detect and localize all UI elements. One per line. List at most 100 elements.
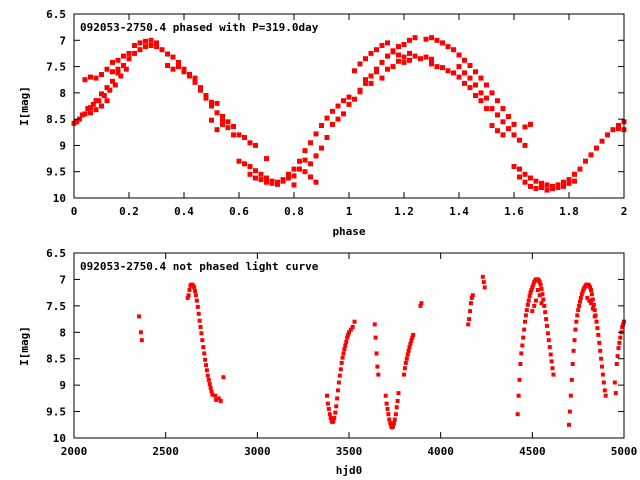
phased-light-curve-panel: 0 0.2 0.4 0.6 0.8 1 1.2 1.4 1.6 1.8 2 6.5 7 7.5 8 8.5 9 9… (18, 8, 627, 238)
phased-data-point (407, 50, 412, 56)
phased-data-point (522, 142, 528, 148)
phased-data-point (176, 59, 181, 65)
unphased-data-point (567, 409, 572, 414)
phased-data-point (500, 106, 506, 112)
phased-data-point (313, 179, 319, 185)
phased-x-tick-label: 0.6 (229, 205, 249, 218)
phased-data-point (104, 66, 110, 72)
unphased-data-point (545, 331, 550, 336)
unphased-data-point (588, 285, 593, 290)
phased-data-point (79, 112, 85, 118)
unphased-data-point (204, 363, 208, 368)
phased-data-point (566, 180, 572, 186)
unphased-y-tick-label: 9 (59, 379, 66, 392)
unphased-data-point (520, 343, 525, 348)
phased-data-point (566, 177, 572, 183)
phased-data-point (99, 91, 104, 97)
phased-data-point (346, 101, 352, 107)
unphased-data-point (468, 309, 472, 314)
unphased-data-point (407, 345, 412, 350)
unphased-data-point (331, 419, 336, 424)
phased-data-point (253, 175, 258, 181)
unphased-data-point (544, 317, 549, 322)
unphased-data-point (537, 280, 542, 285)
unphased-data-point (519, 351, 524, 356)
phased-data-point (429, 56, 434, 62)
phased-data-point (88, 74, 93, 80)
phased-data-point (104, 85, 110, 91)
phased-data-point (198, 87, 203, 93)
unphased-data-point (409, 338, 414, 343)
unphased-data-point (383, 393, 388, 398)
phased-data-point (577, 166, 583, 172)
phased-data-point (247, 164, 253, 169)
unphased-data-point (589, 288, 593, 292)
phased-y-tick-label: 10 (53, 192, 66, 205)
phased-data-point (489, 90, 495, 96)
phased-data-point (473, 93, 478, 98)
unphased-data-point (192, 285, 197, 290)
phased-data-point (423, 36, 429, 42)
unphased-data-point (348, 327, 353, 332)
unphased-data-point (352, 319, 357, 324)
phased-data-point (588, 152, 594, 158)
phased-data-point (594, 145, 599, 151)
unphased-data-point (579, 292, 584, 297)
phased-data-point (506, 114, 511, 119)
phased-data-point (181, 66, 187, 72)
phased-data-point (363, 56, 368, 62)
unphased-data-point (384, 401, 389, 406)
unphased-data-point (601, 380, 606, 385)
phased-data-point (104, 98, 110, 104)
unphased-data-point (526, 298, 531, 303)
unphased-data-point (592, 314, 597, 319)
unphased-data-point (616, 346, 621, 351)
unphased-data-point (339, 360, 344, 365)
unphased-data-point (580, 289, 585, 294)
unphased-data-point (521, 335, 526, 340)
unphased-data-point (210, 392, 215, 397)
unphased-data-point (589, 301, 593, 306)
phased-data-point (456, 74, 462, 80)
unphased-chart-title: 092053-2750.4 not phased light curve (80, 260, 319, 273)
phased-data-point (467, 85, 473, 91)
phased-data-point (165, 63, 170, 68)
unphased-data-point (468, 301, 473, 306)
unphased-data-point (343, 343, 348, 348)
unphased-data-point (590, 306, 595, 311)
unphased-data-point (569, 377, 574, 382)
phased-data-point (352, 96, 357, 102)
phased-data-point (264, 175, 269, 181)
phased-data-point (308, 140, 313, 146)
phased-data-point (286, 175, 291, 181)
phased-x-tick-label: 1.6 (504, 205, 524, 218)
phased-data-point (126, 56, 132, 62)
unphased-data-point (540, 292, 545, 297)
unphased-data-point (195, 304, 200, 309)
phased-data-point (495, 128, 500, 134)
phased-data-point (308, 161, 313, 167)
phased-data-point (74, 119, 80, 125)
phased-y-tick-label: 8 (59, 87, 66, 100)
phased-axis-ticks: 0 0.2 0.4 0.6 0.8 1 1.2 1.4 1.6 1.8 2 6.5 7 7.5 8 8.5 9 9… (46, 8, 627, 218)
phased-data-point (181, 69, 187, 75)
phased-data-point (533, 186, 539, 191)
phased-data-point (313, 131, 319, 137)
phased-x-tick-label: 1.4 (449, 205, 469, 218)
phased-data-point (275, 181, 280, 187)
phased-data-point (544, 187, 550, 193)
unphased-data-point (598, 348, 603, 353)
unphased-data-point (337, 373, 342, 378)
unphased-data-point (327, 412, 332, 417)
unphased-x-axis-label: hjd0 (336, 464, 363, 477)
phased-data-point (539, 180, 544, 186)
phased-data-point (462, 57, 467, 63)
phased-data-point (533, 178, 539, 184)
unphased-data-point (603, 393, 608, 398)
unphased-data-point (193, 289, 197, 294)
phased-data-point (550, 186, 555, 191)
phased-data-point (107, 87, 113, 93)
phased-data-point (423, 54, 429, 60)
unphased-data-point (350, 325, 355, 329)
phased-data-point (330, 108, 335, 114)
